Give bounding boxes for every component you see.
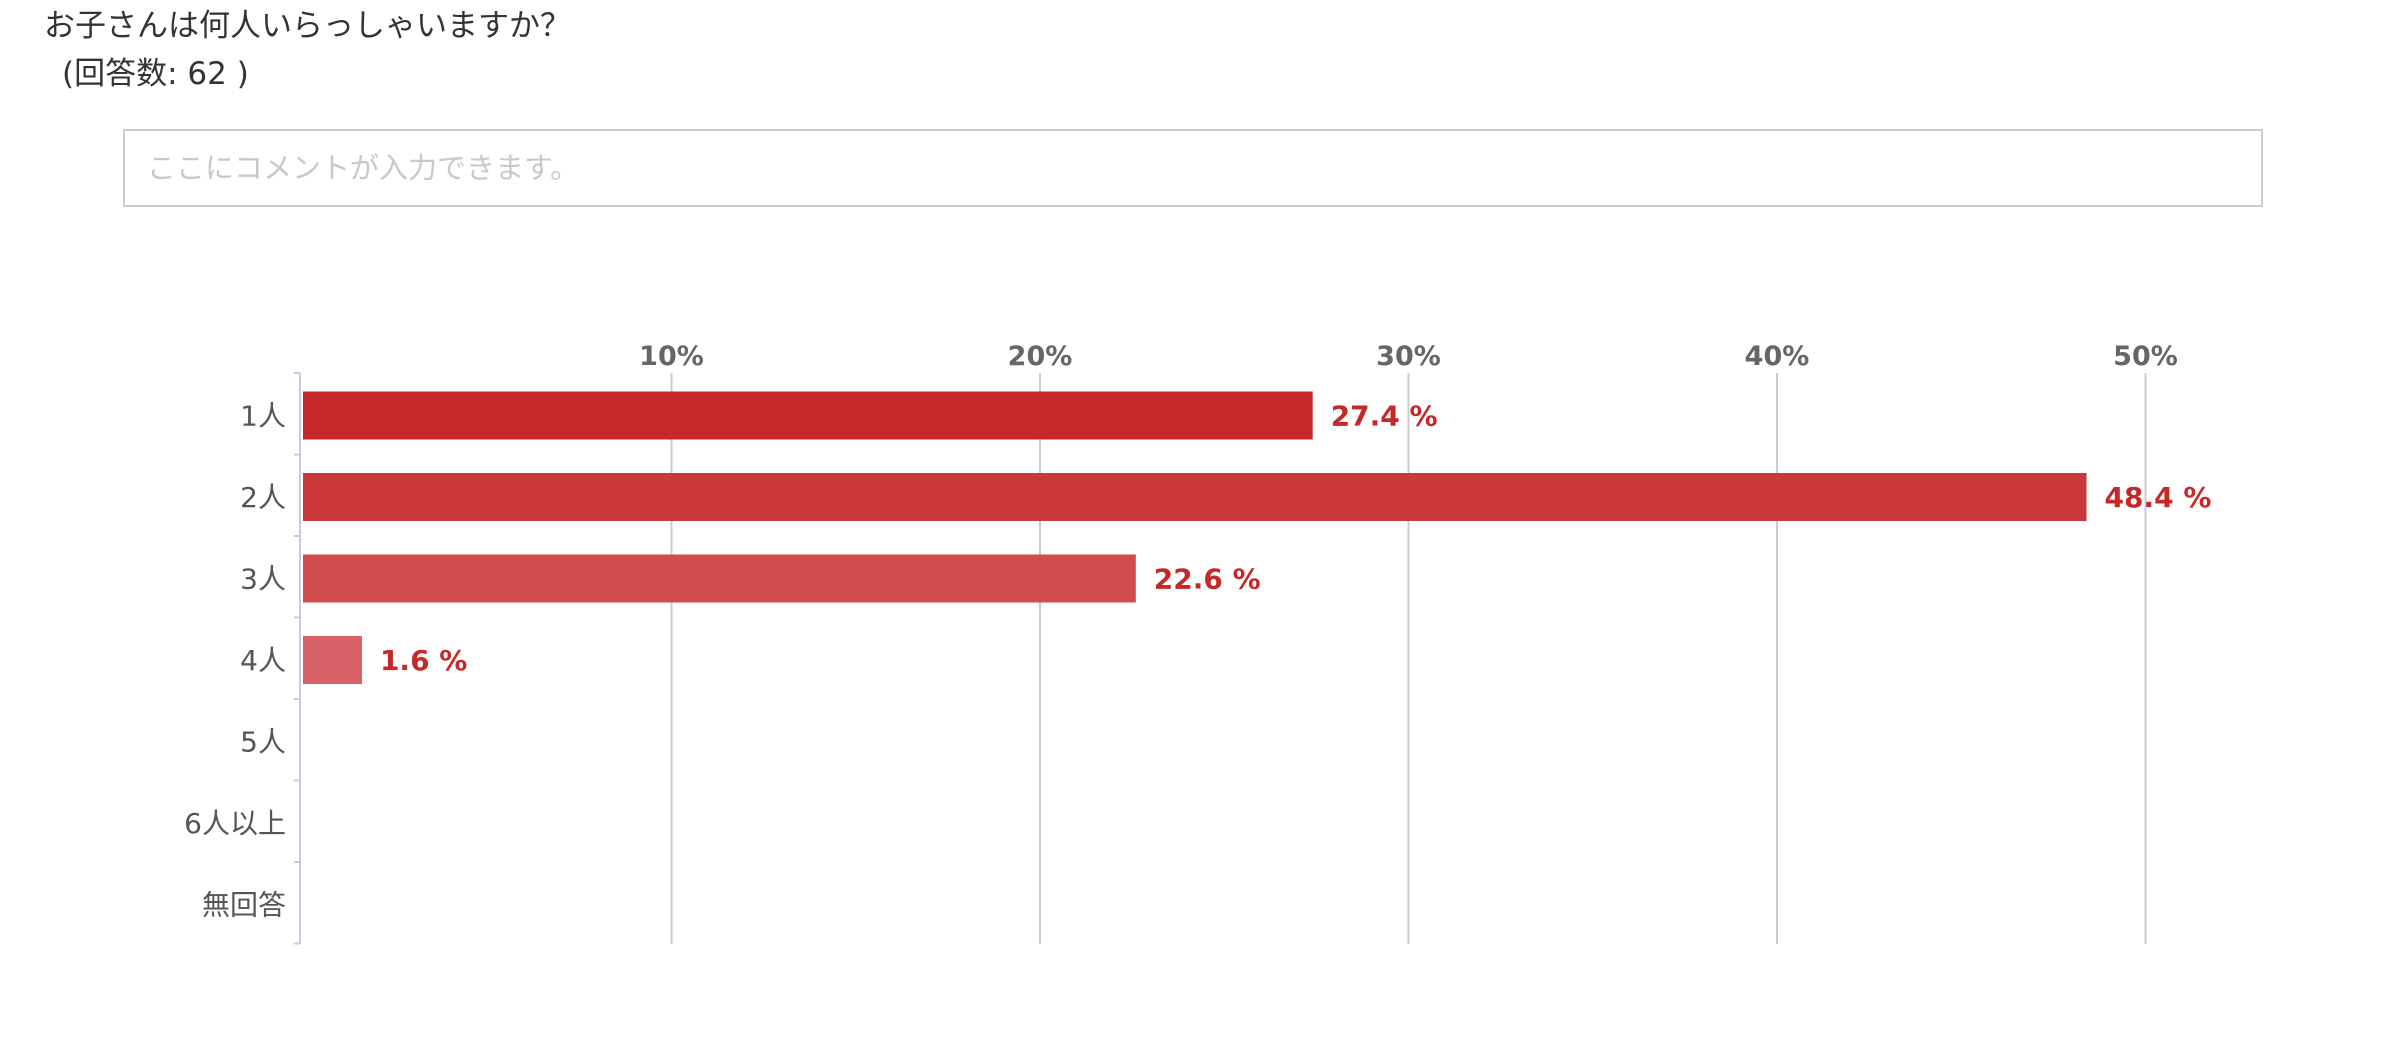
value-labels: 27.4 % 48.4 % 22.6 % 1.6 %	[380, 400, 2211, 678]
bars	[303, 391, 2087, 684]
category-label: 3人	[240, 563, 286, 596]
x-tick-label-50: 50%	[2113, 341, 2178, 372]
bar-4	[303, 636, 362, 684]
category-label: 5人	[240, 726, 286, 759]
x-tick-label-30: 30%	[1376, 341, 1441, 372]
gridlines	[670, 373, 2147, 944]
category-label: 無回答	[202, 889, 286, 922]
bar-3	[303, 554, 1136, 603]
value-label: 48.4 %	[2105, 481, 2212, 514]
x-tick-label-10: 10%	[639, 341, 704, 372]
value-label: 1.6 %	[380, 644, 467, 677]
bar-1	[303, 391, 1313, 440]
value-label: 22.6 %	[1154, 563, 1261, 596]
category-label: 1人	[240, 400, 286, 433]
comment-input[interactable]	[123, 129, 2263, 207]
x-axis: 10% 20% 30% 40% 50%	[639, 341, 2178, 372]
bar-2	[303, 473, 2087, 521]
category-label: 4人	[240, 644, 286, 677]
value-label: 27.4 %	[1331, 400, 1438, 433]
category-label: 6人以上	[184, 807, 286, 840]
question-title: お子さんは何人いらっしゃいますか？	[44, 8, 571, 44]
response-count: (回答数: 62 )	[62, 56, 249, 92]
x-tick-label-20: 20%	[1008, 341, 1073, 372]
x-tick-label-40: 40%	[1745, 341, 1810, 372]
category-label: 2人	[240, 481, 286, 514]
